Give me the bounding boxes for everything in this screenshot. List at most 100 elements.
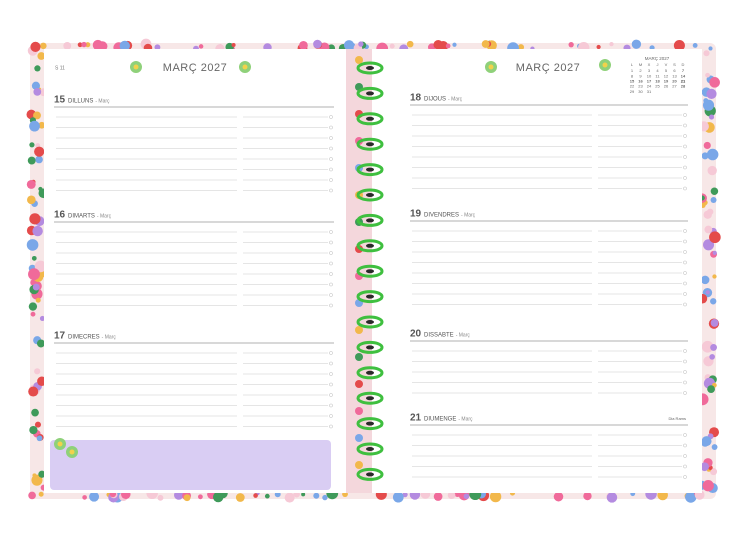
flower xyxy=(355,434,363,442)
flower xyxy=(445,43,451,49)
ring-hole xyxy=(366,472,374,477)
flower xyxy=(355,56,363,64)
ring xyxy=(356,442,384,456)
mini-cal-date: 5 xyxy=(665,68,668,73)
mini-cal-date: 16 xyxy=(638,78,643,83)
checkbox xyxy=(329,393,333,397)
flower xyxy=(235,493,245,502)
flower xyxy=(433,492,443,501)
ring xyxy=(356,213,384,227)
mini-cal-date: 28 xyxy=(681,84,686,89)
flower-icon xyxy=(69,449,75,455)
flower xyxy=(706,88,717,99)
flower xyxy=(28,491,36,500)
checkbox xyxy=(683,239,687,244)
ring-hole xyxy=(366,142,374,147)
ring xyxy=(356,137,384,151)
flower xyxy=(30,41,41,52)
ring xyxy=(356,163,384,177)
flower xyxy=(701,340,714,353)
flower xyxy=(707,165,717,176)
ring xyxy=(356,239,384,253)
flower xyxy=(27,156,36,165)
right-page xyxy=(372,49,702,493)
flower xyxy=(433,39,443,50)
flower xyxy=(703,141,711,150)
ring xyxy=(356,391,384,405)
day-number: 19 xyxy=(410,209,422,220)
ring xyxy=(356,417,384,431)
flower xyxy=(313,39,322,49)
flower xyxy=(606,492,618,503)
mini-cal-date: 14 xyxy=(681,73,686,78)
checkbox xyxy=(683,349,687,353)
day-name: DIJOUS xyxy=(424,97,446,103)
flower xyxy=(710,197,717,204)
flower xyxy=(553,491,564,502)
checkbox xyxy=(329,403,333,408)
flower xyxy=(631,39,642,49)
mini-cal-date: 3 xyxy=(648,68,651,73)
notes-box xyxy=(50,440,331,490)
flower xyxy=(198,44,204,49)
mini-cal-date: 8 xyxy=(631,73,634,78)
checkbox xyxy=(329,251,333,255)
mini-cal-date: 24 xyxy=(647,84,652,89)
mini-cal-date: 1 xyxy=(631,68,634,73)
flower xyxy=(703,50,710,57)
flower xyxy=(517,44,525,51)
flower xyxy=(30,311,36,317)
flower xyxy=(33,111,41,120)
flower xyxy=(301,492,306,497)
flower xyxy=(26,239,39,251)
ring xyxy=(356,340,384,354)
day-note: Dia Rams xyxy=(668,416,686,421)
checkbox xyxy=(329,146,333,151)
flower xyxy=(489,490,502,503)
ring-hole xyxy=(366,345,374,350)
flower xyxy=(692,42,698,48)
flower xyxy=(29,120,40,132)
flower xyxy=(154,44,161,51)
ring xyxy=(356,188,384,202)
mini-cal-date: 17 xyxy=(647,78,652,83)
flower-icon xyxy=(242,64,248,70)
mini-cal-date: 9 xyxy=(639,73,642,78)
flower xyxy=(38,470,46,478)
checkbox xyxy=(329,351,333,355)
checkbox xyxy=(683,229,687,233)
flower xyxy=(313,492,320,499)
flower xyxy=(63,42,71,50)
checkbox xyxy=(683,380,687,385)
flower xyxy=(32,225,43,237)
flower xyxy=(284,492,295,503)
flower xyxy=(355,380,363,388)
mini-cal-weekday: M xyxy=(639,62,642,67)
mini-cal-date: 7 xyxy=(682,68,685,73)
checkbox xyxy=(683,176,687,180)
flower xyxy=(712,250,717,255)
flower xyxy=(34,421,41,428)
ring-hole xyxy=(366,396,374,401)
flower xyxy=(704,225,713,234)
day-month: - Març xyxy=(102,334,117,340)
mini-cal-date: 12 xyxy=(664,73,669,78)
mini-cal-weekday: X xyxy=(648,62,651,67)
day-name: DIMECRES xyxy=(68,335,100,341)
mini-cal-title: MARÇ 2027 xyxy=(645,56,670,61)
checkbox xyxy=(329,115,333,119)
flower xyxy=(92,39,104,51)
flower xyxy=(183,494,191,502)
ring-hole xyxy=(366,167,374,172)
checkbox xyxy=(683,443,687,448)
flower xyxy=(89,491,100,502)
spiral xyxy=(356,61,384,481)
checkbox xyxy=(683,271,687,275)
mini-cal-date: 23 xyxy=(638,84,643,89)
ring xyxy=(356,264,384,278)
flower xyxy=(33,87,42,96)
flower xyxy=(253,493,258,498)
flower xyxy=(389,43,395,49)
checkbox xyxy=(683,433,687,437)
